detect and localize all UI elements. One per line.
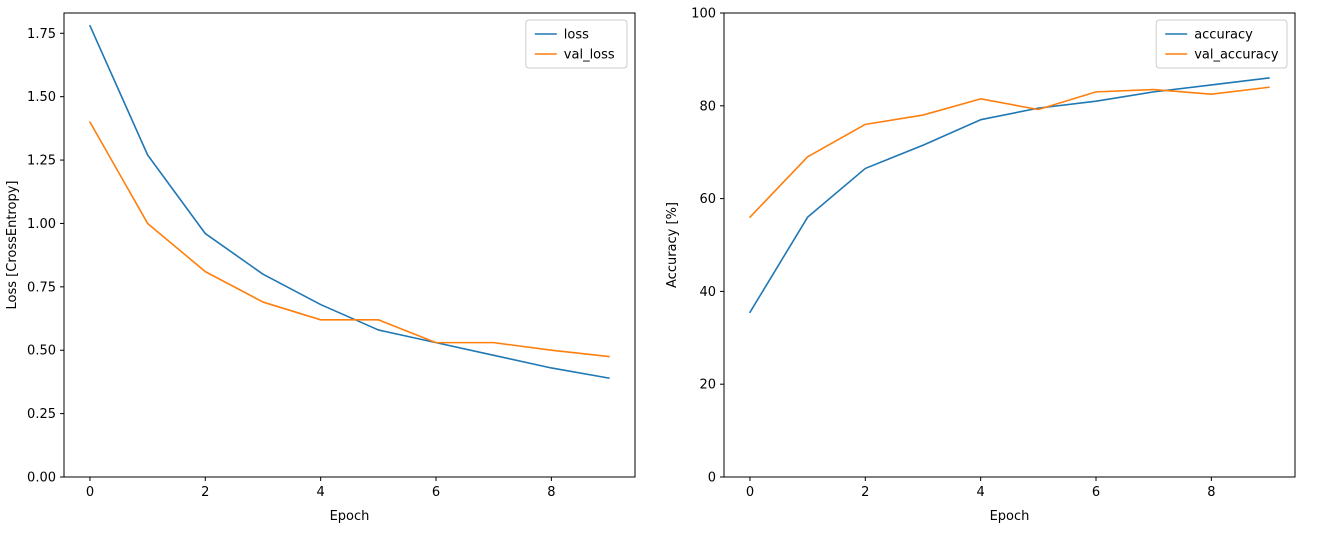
y-tick-label: 1.25: [27, 154, 56, 169]
loss-chart-svg: 0 2 4 6 8 0.00 0.25 0.50 0.75 1.00 1.25 1.50 1.75 Epo…: [5, 12, 636, 524]
y-tick-label: 0.00: [27, 471, 56, 486]
x-tick-label: 8: [547, 485, 555, 500]
legend-label-val_loss: val_loss: [564, 48, 615, 63]
x-tick-label: 0: [746, 485, 754, 500]
legend-box: [525, 19, 628, 69]
y-tick-label: 80: [699, 99, 716, 114]
series-line-loss: [89, 24, 610, 379]
y-axis-label: Loss [CrossEntropy]: [5, 181, 20, 310]
y-tick-label: 60: [699, 192, 716, 207]
x-tick-label: 4: [977, 485, 985, 500]
y-tick-label: 1.00: [27, 217, 56, 232]
y-axis-label: Accuracy [%]: [665, 202, 680, 288]
y-tick-label: 100: [691, 7, 716, 22]
x-tick-label: 8: [1207, 485, 1215, 500]
x-axis-label: Epoch: [990, 509, 1030, 524]
x-tick-label: 6: [1092, 485, 1100, 500]
y-tick-label: 0.25: [27, 407, 56, 422]
series-line-val_accuracy: [749, 86, 1270, 218]
accuracy-subplot: 0 2 4 6 8 0 20 40 60 80 100 Epoch Accuracy [%] accura…: [660, 0, 1320, 530]
x-tick-label: 2: [201, 485, 209, 500]
loss-subplot: 0 2 4 6 8 0.00 0.25 0.50 0.75 1.00 1.25 1.50 1.75 Epo…: [0, 0, 660, 530]
x-tick-label: 6: [432, 485, 440, 500]
y-tick-label: 40: [699, 285, 716, 300]
series-line-accuracy: [749, 77, 1270, 314]
x-tick-label: 2: [861, 485, 869, 500]
legend-label-val_accuracy: val_accuracy: [1194, 48, 1279, 63]
y-tick-label: 20: [699, 378, 716, 393]
series-line-val_loss: [89, 121, 610, 358]
y-tick-label: 1.75: [27, 27, 56, 42]
legend-label-accuracy: accuracy: [1194, 28, 1253, 43]
y-tick-label: 0.50: [27, 344, 56, 359]
x-tick-label: 0: [86, 485, 94, 500]
legend-label-loss: loss: [564, 28, 589, 43]
x-tick-label: 4: [317, 485, 325, 500]
y-tick-label: 1.50: [27, 90, 56, 105]
legend-box: [1155, 19, 1288, 69]
x-axis-label: Epoch: [330, 509, 370, 524]
y-tick-label: 0.75: [27, 280, 56, 295]
y-tick-label: 0: [708, 471, 716, 486]
